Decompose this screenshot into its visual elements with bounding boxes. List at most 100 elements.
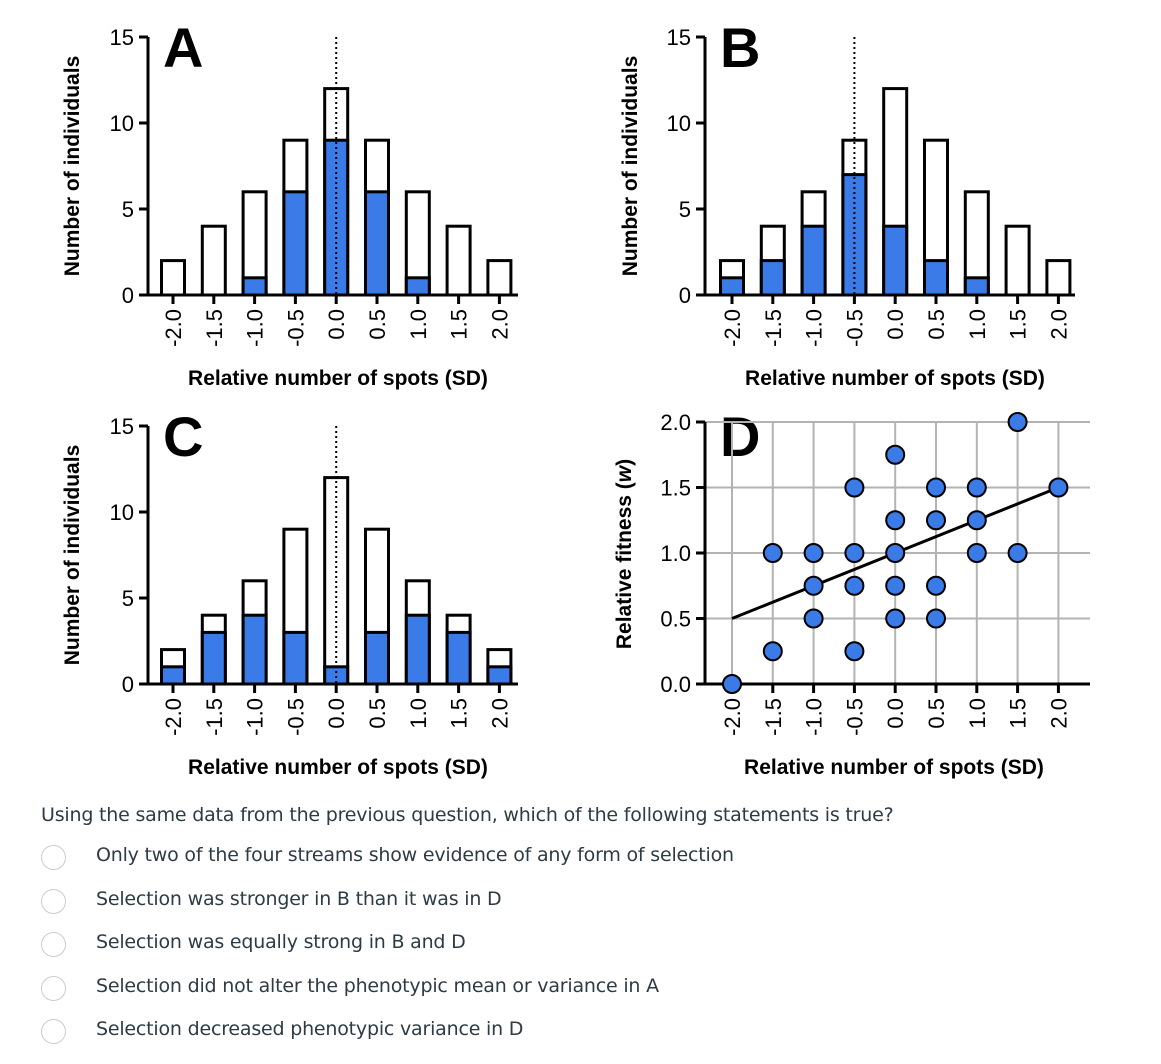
x-tick-label: 1.0 (965, 698, 990, 729)
bar-selected (200, 630, 227, 686)
bar-selected (445, 630, 472, 686)
answer-label: Selection was stronger in B than it was … (96, 887, 502, 910)
y-axis-label: Number of individuals (619, 56, 642, 277)
data-point (966, 510, 987, 531)
x-tick-label: -0.5 (842, 698, 867, 736)
data-point (885, 608, 906, 629)
x-tick-label: 1.5 (447, 698, 472, 729)
y-axis-label-symbol: w (613, 464, 636, 482)
question-text: Using the same data from the previous qu… (41, 804, 894, 826)
x-tick-label: 2.0 (1046, 698, 1071, 729)
answer-label: Only two of the four streams show eviden… (96, 844, 734, 866)
data-point (722, 674, 742, 694)
x-tick-label: -2.0 (720, 698, 745, 736)
data-point (1007, 412, 1028, 432)
y-tick-label: 15 (110, 25, 134, 50)
bar-total (160, 259, 186, 297)
bar-total (486, 259, 513, 297)
x-axis-label: Relative number of spots (SD) (188, 756, 488, 779)
y-tick-label: 5 (679, 197, 691, 222)
x-tick-label: 1.0 (406, 698, 431, 729)
radio-button[interactable] (41, 888, 66, 914)
bar-selected (282, 190, 309, 297)
x-tick-label: -2.0 (161, 698, 186, 736)
answer-label: Selection was equally strong in B and D (96, 931, 466, 953)
radio-button[interactable] (41, 845, 66, 870)
data-point (966, 477, 987, 498)
x-tick-label: 1.5 (1006, 309, 1031, 340)
x-tick-label: 2.0 (1046, 309, 1071, 340)
panel-label: A (163, 16, 203, 79)
bar-total (1045, 259, 1072, 297)
bar-selected (282, 630, 309, 686)
x-tick-label: -1.5 (761, 309, 786, 347)
radio-button[interactable] (41, 975, 66, 1001)
y-axis-label: Number of individuals (61, 445, 84, 666)
x-tick-label: 0.0 (324, 698, 349, 729)
x-tick-label: 1.5 (447, 309, 472, 340)
bar-selected (486, 665, 513, 686)
x-tick-label: -1.0 (243, 309, 268, 347)
answer-label: Selection decreased phenotypic variance … (96, 1018, 524, 1040)
panel-c: C 0 5 10 15 -2.0 -1.5 -1.0 -0.5 0.0 0.5 1.0 1.5 2.0 Re… (61, 405, 518, 779)
y-tick-label: 0 (679, 283, 691, 308)
data-point (885, 444, 906, 465)
bar-selected (241, 276, 268, 297)
data-point (762, 641, 783, 662)
bar-selected (404, 276, 431, 297)
x-tick-label: -1.5 (202, 698, 227, 736)
data-point (1048, 477, 1069, 498)
x-tick-label: 0.5 (365, 698, 390, 729)
x-tick-label: 2.0 (487, 698, 512, 729)
y-tick-label: 15 (667, 25, 691, 50)
data-point (844, 477, 865, 498)
x-axis-label: Relative number of spots (SD) (745, 367, 1045, 390)
x-tick-label: -1.5 (202, 309, 227, 347)
bar-selected (719, 276, 745, 297)
bar-selected (882, 224, 909, 297)
y-tick-label: 15 (110, 414, 134, 439)
y-tick-label: 1.5 (660, 476, 691, 501)
x-axis-label: Relative number of spots (SD) (188, 367, 488, 390)
y-tick-label: 0.5 (660, 607, 691, 632)
figure-panels: A 0 5 10 15 -2.0 -1.5 -1.0 -0.5 0.0 0.5 1.0 1.5 2.0 Re… (61, 16, 1090, 779)
y-tick-label: 10 (667, 111, 691, 136)
radio-button[interactable] (41, 932, 66, 957)
x-tick-label: -2.0 (161, 309, 186, 347)
x-tick-label: -0.5 (283, 309, 308, 347)
bar-selected (800, 224, 827, 297)
radio-button[interactable] (41, 1019, 66, 1044)
bar-selected (404, 613, 431, 686)
data-point (926, 477, 946, 498)
x-tick-label: -1.0 (243, 698, 268, 736)
y-tick-label: 0 (122, 672, 134, 697)
y-tick-label: 5 (122, 197, 134, 222)
y-axis-label: Relative fitness (w) (613, 459, 636, 649)
x-tick-label: 0.5 (365, 309, 390, 340)
data-point (885, 543, 906, 563)
panel-d: D 0.0 0.5 1.0 1.5 2.0 -2.0 -1.5 -1.0 -0.5 0.0 0.5 1.… (613, 405, 1090, 779)
data-point (926, 510, 946, 531)
y-tick-label: 5 (122, 586, 134, 611)
x-tick-label: -1.0 (802, 698, 827, 736)
bar-total (1004, 224, 1031, 297)
x-axis-label: Relative number of spots (SD) (744, 756, 1044, 779)
x-tick-label: 0.0 (324, 309, 349, 340)
data-point (803, 608, 824, 629)
panel-label: C (163, 405, 203, 468)
bar-selected (364, 630, 390, 686)
x-tick-label: 2.0 (487, 309, 512, 340)
panel-label: B (720, 16, 760, 79)
data-point (1007, 543, 1028, 563)
y-axis-label-text: Relative fitness ( (613, 482, 636, 649)
data-point (844, 575, 865, 596)
x-tick-label: 1.0 (965, 309, 990, 340)
data-point (803, 575, 824, 596)
x-tick-label: -0.5 (283, 698, 308, 736)
y-tick-label: 10 (110, 500, 134, 525)
data-point (762, 543, 783, 563)
x-tick-label: -2.0 (720, 309, 745, 347)
bar-selected (241, 613, 268, 686)
data-point (926, 575, 946, 596)
panel-a: A 0 5 10 15 -2.0 -1.5 -1.0 -0.5 0.0 0.5 1.0 1.5 2.0 Re… (61, 16, 518, 390)
